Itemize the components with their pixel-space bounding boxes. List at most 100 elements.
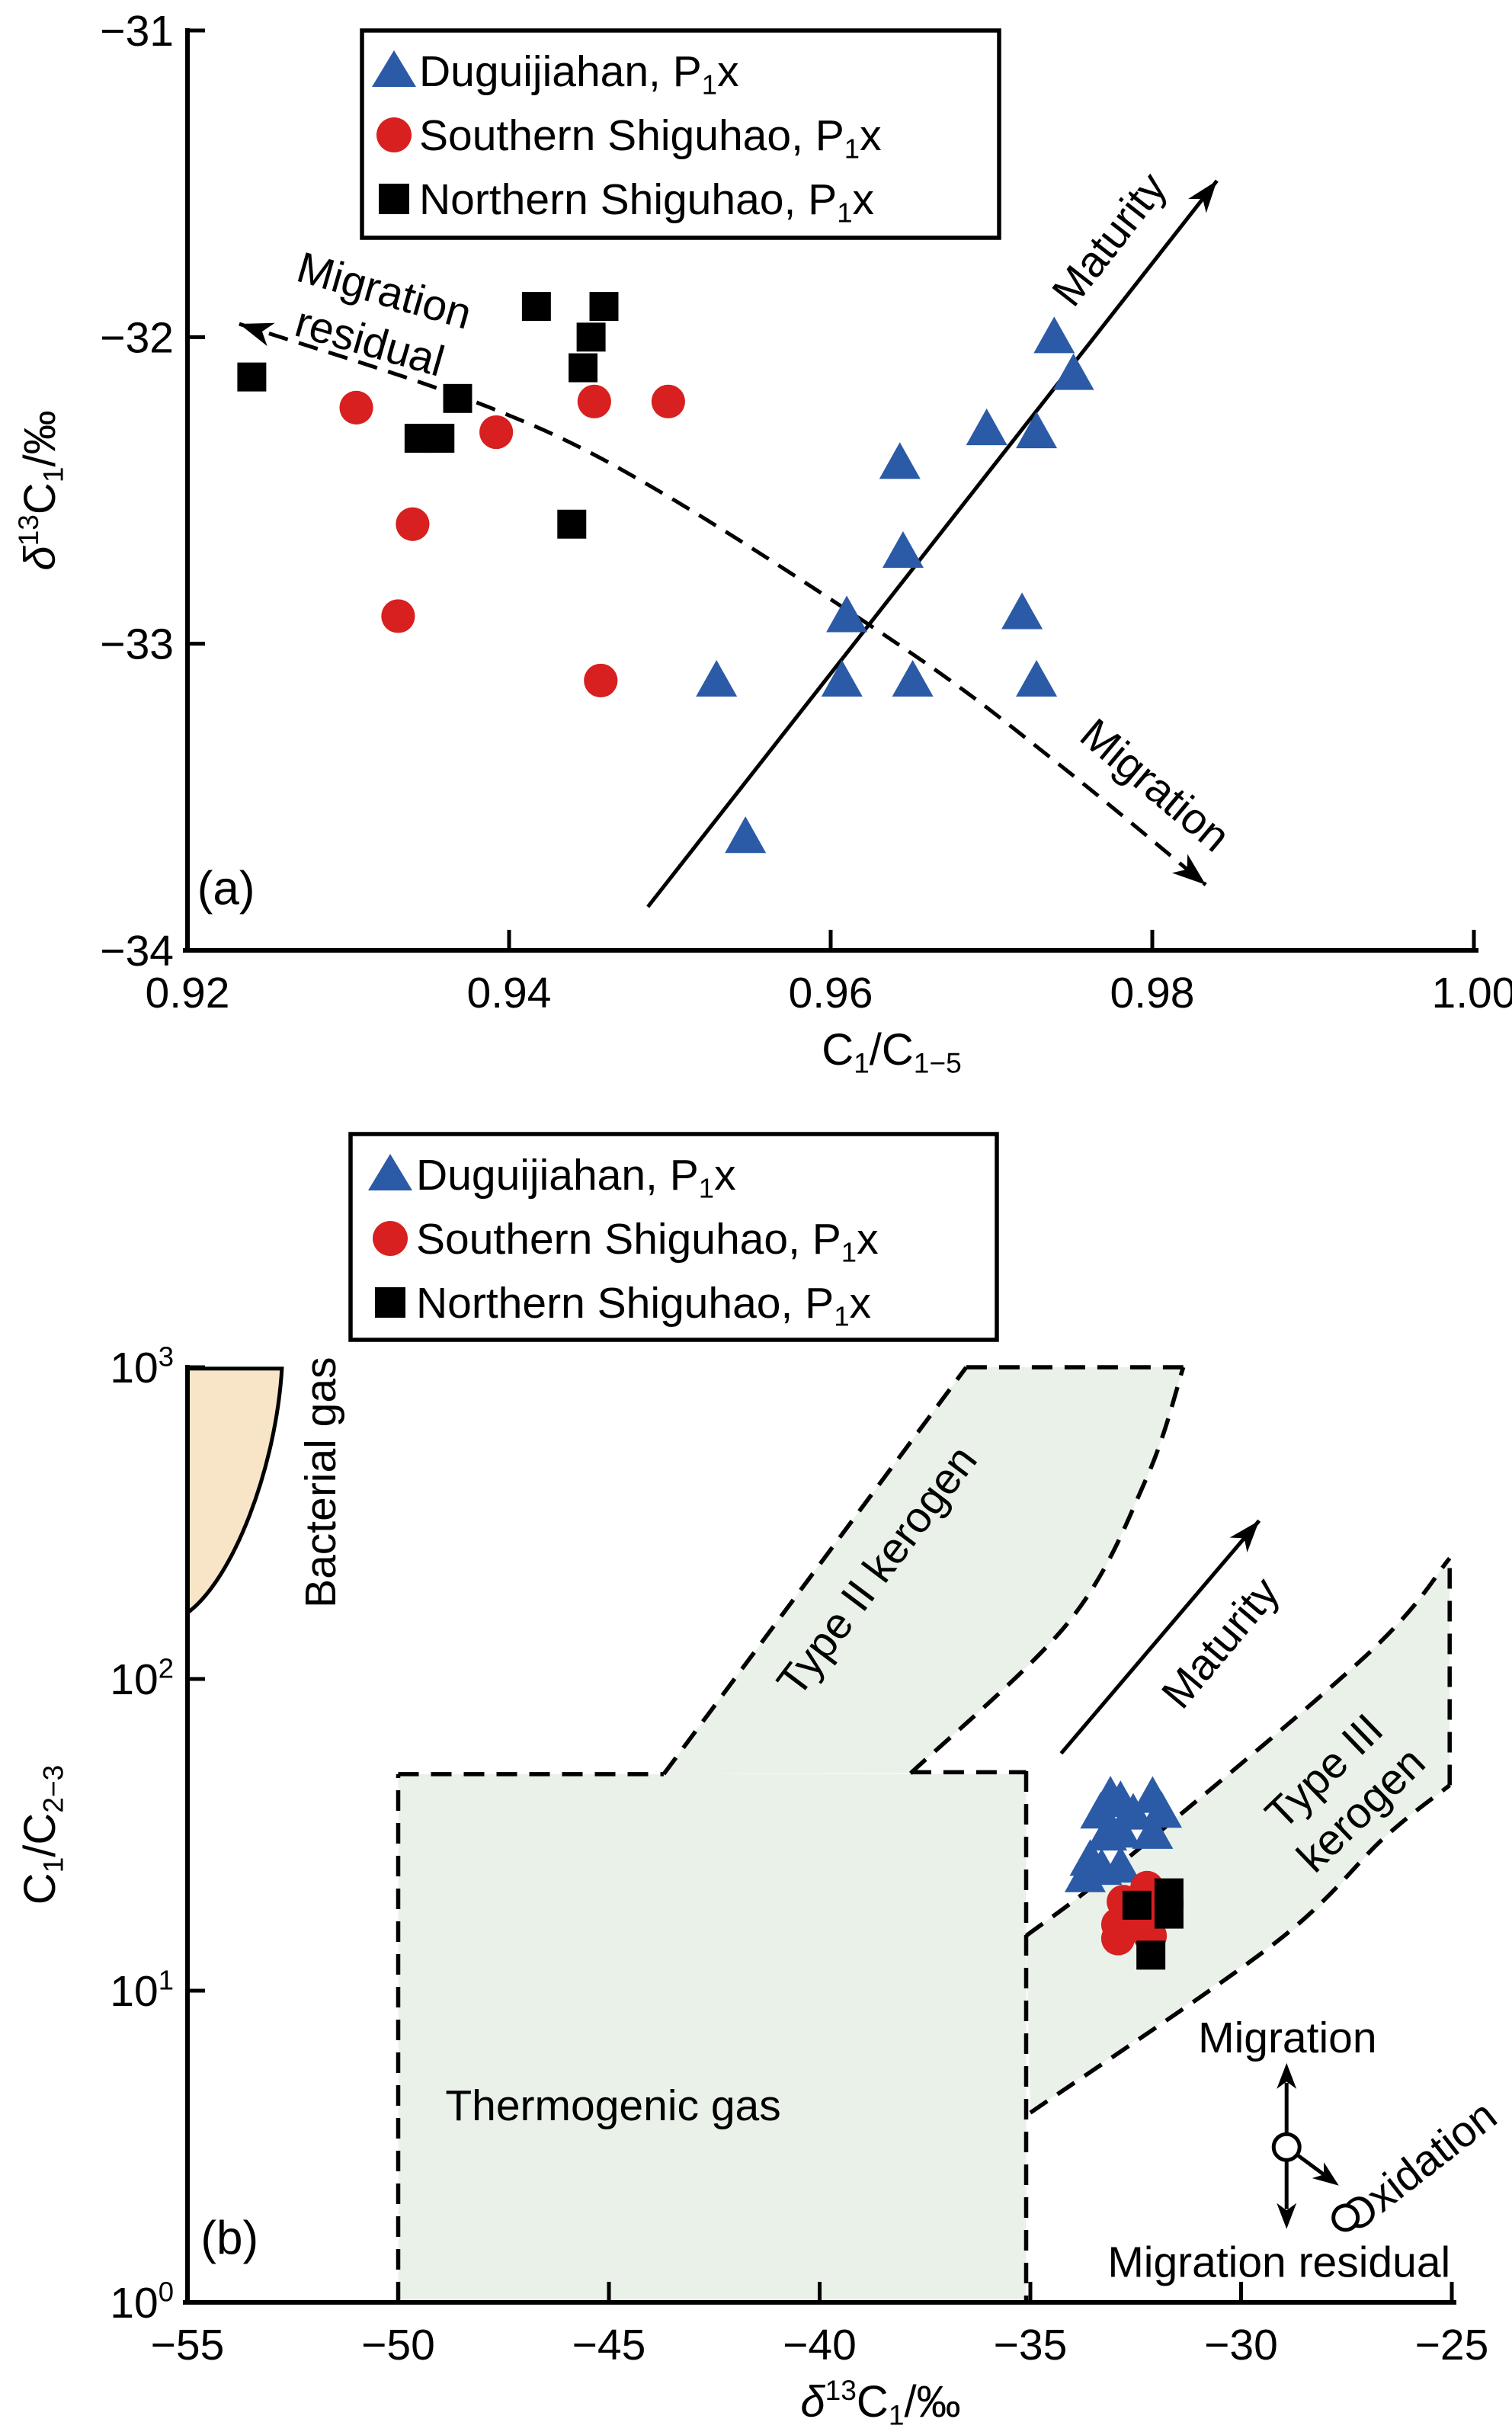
legend-marker-circle xyxy=(376,117,412,152)
panel-letter-a: (a) xyxy=(197,863,255,915)
data-point-triangle xyxy=(892,659,934,697)
legend-box xyxy=(348,1132,999,1342)
data-point-triangle xyxy=(826,595,868,633)
y-tick-label: 102 xyxy=(110,1652,174,1704)
x-tick-label: −50 xyxy=(361,2321,435,2369)
data-point-triangle xyxy=(1016,659,1058,697)
data-point-triangle xyxy=(696,659,738,697)
regions xyxy=(185,1366,1450,2302)
data-point-square xyxy=(1136,1940,1166,1970)
legend: Duguijiahan, P1x Southern Shiguhao, P1x No… xyxy=(360,28,1001,240)
legend-row-southern-shiguhao: Southern Shiguhao, P1x xyxy=(373,1215,879,1267)
tick-labels: 103 102 101 100−55 −50 −45 −40 −35 −30 −25 xyxy=(110,1341,1488,2369)
maturity-arrow xyxy=(1059,1519,1261,1755)
panel-letter-b: (b) xyxy=(200,2212,258,2264)
dashed-boundary-5 xyxy=(908,1366,1186,1775)
series-northern-shiguhao xyxy=(1122,1878,1184,1970)
data-point-square xyxy=(443,383,472,413)
dashed-boundary-8 xyxy=(1029,1783,1451,2115)
migration-curve-path xyxy=(239,322,1207,886)
region-type-ii-kerogen xyxy=(663,1367,1184,1774)
legend-label-duguijiahan: Duguijiahan, P1x xyxy=(419,47,739,100)
legend-label-southern-shiguhao: Southern Shiguhao, P1x xyxy=(416,1215,879,1267)
legend-box xyxy=(360,28,1001,240)
annotation-migration-residual: Migration residual xyxy=(1107,2238,1450,2287)
data-point-triangle xyxy=(725,816,767,854)
annotation-bacterial-gas: Bacterial gas xyxy=(296,1357,345,1608)
data-point-triangle xyxy=(966,409,1007,446)
x-axis-title: δ13C1/‰ xyxy=(800,2374,960,2430)
annotation-maturity: Maturity xyxy=(1043,163,1177,316)
legend-marker-circle xyxy=(373,1221,408,1256)
legend-row-duguijiahan: Duguijiahan, P1x xyxy=(368,1151,736,1203)
legend-marker-triangle xyxy=(368,1154,412,1190)
series-southern-shiguhao xyxy=(339,384,685,698)
migration-up-arrowhead xyxy=(1277,2062,1297,2089)
x-tick-label: −45 xyxy=(572,2321,646,2369)
data-point-circle xyxy=(381,599,415,633)
region-type-iii-kerogen xyxy=(1026,1558,1450,2113)
oxidation-arrowhead xyxy=(1312,2162,1339,2186)
axis-ticks xyxy=(187,28,1476,953)
x-tick-label: 0.94 xyxy=(467,969,552,1017)
series-northern-shiguhao xyxy=(237,292,619,539)
series-duguijiahan xyxy=(1064,1776,1182,1892)
legend-row-northern-shiguhao: Northern Shiguhao, P1x xyxy=(375,1279,871,1331)
y-tick-label: −33 xyxy=(100,620,174,669)
annotation-maturity-line: Maturity xyxy=(1152,1568,1289,1718)
y-tick-label: 100 xyxy=(110,2276,174,2328)
y-axis-title: δ13C1/‰ xyxy=(12,410,69,570)
data-point-square xyxy=(589,292,619,322)
data-point-square xyxy=(576,322,606,352)
annotation-thermogenic-gas-line: Thermogenic gas xyxy=(445,2081,780,2130)
data-point-triangle xyxy=(1100,1811,1142,1848)
data-point-circle xyxy=(651,384,685,418)
data-point-square xyxy=(237,362,267,392)
legend: Duguijiahan, P1x Southern Shiguhao, P1x No… xyxy=(348,1132,999,1342)
data-point-triangle xyxy=(1080,1792,1122,1829)
region-thermogenic-gas xyxy=(398,1773,1027,2302)
data-point-triangle xyxy=(1064,1855,1106,1892)
x-tick-label: −30 xyxy=(1204,2321,1278,2369)
x-tick-label: −25 xyxy=(1415,2321,1489,2369)
migration-residual-arrowhead xyxy=(239,322,275,347)
legend-label-northern-shiguhao: Northern Shiguhao, P1x xyxy=(416,1279,871,1331)
data-point-triangle xyxy=(821,659,863,697)
migration-residual-down-arrowhead xyxy=(1277,2203,1297,2229)
region-bacterial-gas xyxy=(187,1368,282,1613)
data-point-circle xyxy=(584,663,618,698)
data-point-circle xyxy=(1100,1921,1136,1956)
data-point-square xyxy=(1122,1890,1152,1920)
region-bacterial-gas-outline xyxy=(185,1366,284,1617)
legend-marker-square xyxy=(375,1287,405,1318)
x-axis-title: C1/C1−5 xyxy=(822,1025,961,1078)
maturity-arrowhead xyxy=(1229,1520,1260,1552)
x-tick-label: 0.92 xyxy=(146,969,230,1017)
y-tick-label: −31 xyxy=(100,7,174,56)
legend-marker-square xyxy=(379,184,409,214)
x-tick-label: −55 xyxy=(151,2321,225,2369)
data-point-triangle xyxy=(879,442,921,479)
data-point-triangle xyxy=(1033,316,1075,354)
x-tick-label: 0.98 xyxy=(1110,969,1195,1017)
data-point-square xyxy=(425,424,455,453)
y-tick-label: −32 xyxy=(100,313,174,362)
annotation-bacterial-gas-line: Bacterial gas xyxy=(296,1357,345,1608)
gas-origin-circle xyxy=(1271,2132,1302,2162)
maturity-arrow-line xyxy=(1059,1519,1261,1755)
migration-arrowhead xyxy=(1171,854,1206,885)
panel-a: −31 −32 −33 −340.92 0.94 0.96 0.98 1.00 C1/C1−5 δ… xyxy=(12,7,1512,1078)
data-point-triangle xyxy=(1100,1846,1142,1883)
maturity-arrow-line xyxy=(646,179,1219,908)
dashed-boundary-4 xyxy=(662,1366,969,1776)
x-tick-label: 0.96 xyxy=(789,969,873,1017)
data-point-square xyxy=(557,509,587,539)
legend-row-duguijiahan: Duguijiahan, P1x xyxy=(372,47,739,100)
y-tick-label: 101 xyxy=(110,1964,174,2016)
data-point-circle xyxy=(339,390,373,425)
y-axis-title: C1/C2−3 xyxy=(15,1765,69,1905)
legend-label-southern-shiguhao: Southern Shiguhao, P1x xyxy=(419,111,882,164)
